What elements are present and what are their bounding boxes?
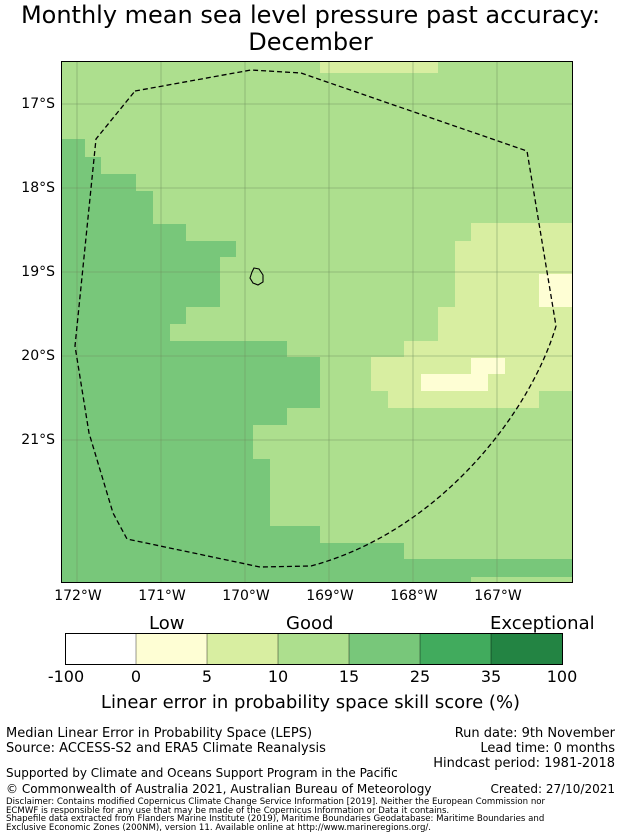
colorbar (65, 633, 563, 665)
supported-text: Supported by Climate and Oceans Support … (6, 766, 398, 780)
cell-good-south (471, 577, 573, 583)
lat-label-18s: 18°S (21, 180, 55, 196)
colorbar-bin-1 (65, 633, 136, 665)
cell-marginal-b (471, 358, 505, 374)
copyright-text: © Commonwealth of Australia 2021, Austra… (6, 782, 432, 796)
colorbar-tick-8: 100 (546, 667, 578, 686)
category-good: Good (286, 613, 334, 634)
cell-low-east (371, 223, 573, 408)
lon-label-169w: 169°W (306, 588, 354, 604)
colorbar-bin-5 (349, 633, 420, 665)
category-low: Low (149, 613, 185, 634)
colorbar-tick-7: 35 (480, 667, 502, 686)
cell-low-top (320, 61, 438, 73)
colorbar-tick-1: -100 (47, 667, 85, 686)
source-text: Source: ACCESS-S2 and ERA5 Climate Reana… (6, 741, 326, 756)
colorbar-tick-2: 0 (130, 667, 142, 686)
colorbar-tick-6: 25 (409, 667, 431, 686)
disclaimer-line-1: Disclaimer: Contains modified Copernicus… (6, 797, 546, 807)
lon-label-167w: 167°W (474, 588, 522, 604)
lat-label-19s: 19°S (21, 264, 55, 280)
colorbar-tick-3: 5 (201, 667, 213, 686)
colorbar-title: Linear error in probability space skill … (100, 692, 521, 713)
lon-label-171w: 171°W (138, 588, 186, 604)
method-text: Median Linear Error in Probability Space… (6, 726, 313, 741)
colorbar-bin-7 (491, 633, 563, 665)
cell-marginal-c (421, 374, 488, 391)
run-date-text: Run date: 9th November (454, 726, 615, 741)
created-text: Created: 27/10/2021 (490, 782, 615, 796)
colorbar-bin-2 (136, 633, 207, 665)
chart-title: Monthly mean sea level pressure past acc… (0, 2, 621, 56)
category-exceptional: Exceptional (490, 613, 595, 634)
colorbar-bin-6 (420, 633, 491, 665)
colorbar-tick-4: 10 (267, 667, 289, 686)
lead-time-text: Lead time: 0 months (480, 741, 615, 756)
title-line-1: Monthly mean sea level pressure past acc… (20, 1, 601, 29)
cell-marginal-a (539, 274, 573, 307)
lat-label-20s: 20°S (21, 348, 55, 364)
skill-map (61, 61, 573, 583)
shapefile-line-2: Exclusive Economic Zones (200NM), versio… (6, 823, 432, 833)
map-frame (61, 61, 573, 583)
colorbar-tick-5: 15 (338, 667, 360, 686)
cell-high-west (61, 139, 573, 583)
eez-boundary (74, 69, 557, 568)
lon-label-170w: 170°W (222, 588, 270, 604)
hindcast-text: Hindcast period: 1981-2018 (433, 756, 615, 771)
lon-label-172w: 172°W (54, 588, 102, 604)
island-outline (249, 267, 264, 286)
lon-label-168w: 168°W (390, 588, 438, 604)
lat-label-17s: 17°S (21, 96, 55, 112)
disclaimer-line-2: ECMWF is responsible for any use that ma… (6, 806, 450, 816)
title-line-2: December (248, 28, 373, 56)
shapefile-line-1: Shapefile data extracted from Flanders M… (6, 814, 545, 824)
lat-label-21s: 21°S (21, 432, 55, 448)
colorbar-bin-4 (278, 633, 349, 665)
colorbar-bin-3 (207, 633, 278, 665)
